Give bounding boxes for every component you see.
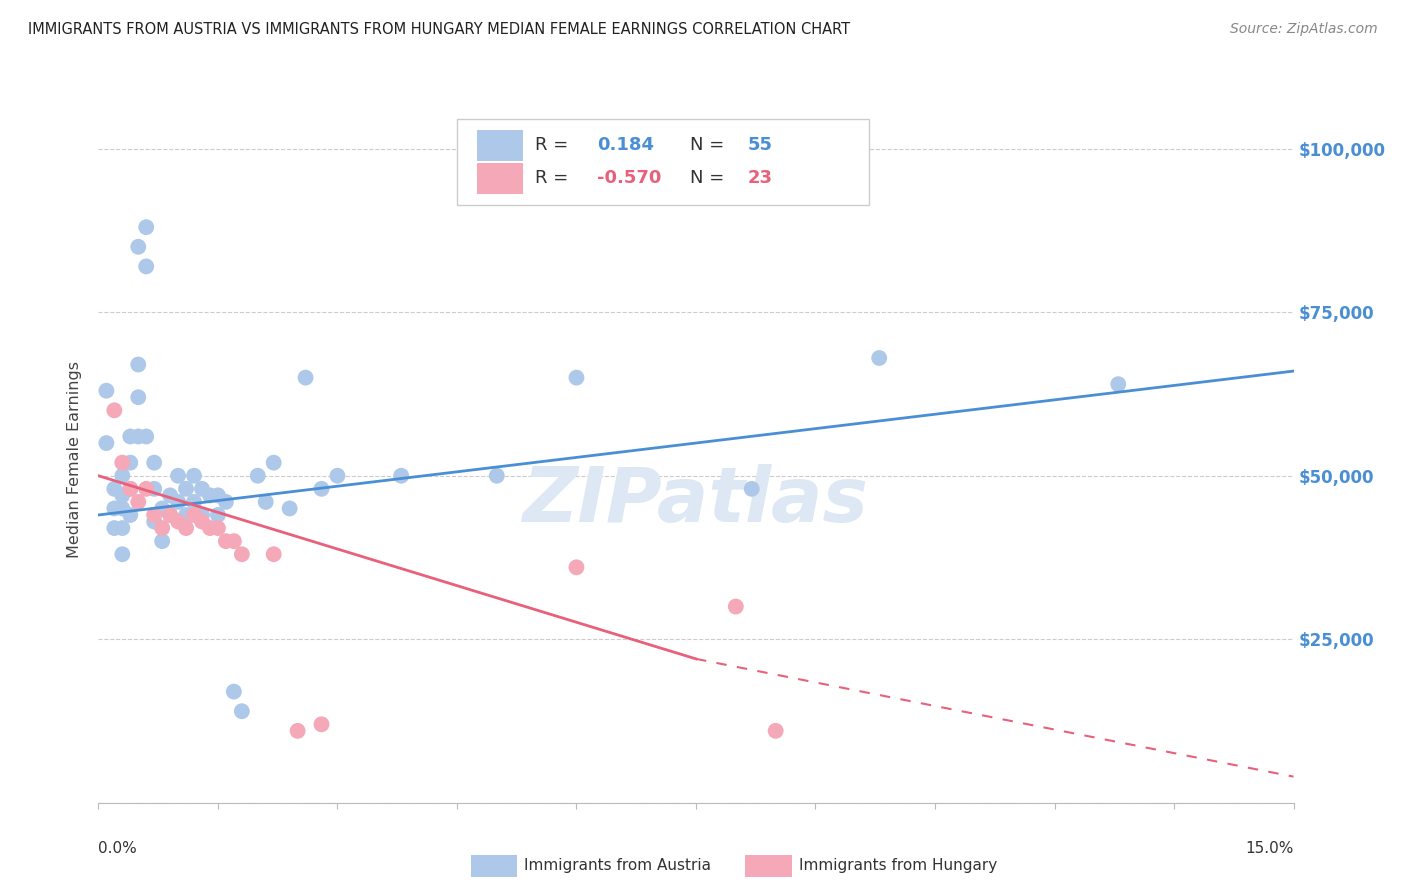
Point	[127, 390, 149, 404]
Point	[207, 521, 229, 535]
Point	[765, 723, 787, 738]
Text: 0.0%: 0.0%	[98, 840, 138, 855]
Point	[294, 370, 316, 384]
Point	[311, 482, 333, 496]
Text: 23: 23	[748, 169, 772, 187]
Text: -0.570: -0.570	[596, 169, 661, 187]
Point	[198, 521, 221, 535]
Text: 15.0%: 15.0%	[1246, 840, 1294, 855]
FancyBboxPatch shape	[477, 163, 523, 194]
Point	[222, 684, 245, 698]
Text: Immigrants from Hungary: Immigrants from Hungary	[799, 858, 997, 872]
Point	[326, 468, 349, 483]
Point	[191, 482, 214, 496]
Point	[278, 501, 301, 516]
Point	[111, 501, 134, 516]
Point	[127, 358, 149, 372]
Point	[127, 495, 149, 509]
Point	[311, 717, 333, 731]
Point	[565, 560, 588, 574]
Point	[96, 384, 118, 398]
FancyBboxPatch shape	[477, 130, 523, 161]
Point	[96, 436, 118, 450]
Text: N =: N =	[690, 169, 730, 187]
Point	[103, 501, 125, 516]
Point	[263, 547, 285, 561]
Point	[263, 456, 285, 470]
Point	[150, 521, 173, 535]
Point	[167, 468, 190, 483]
Point	[111, 547, 134, 561]
Point	[207, 488, 229, 502]
Point	[143, 508, 166, 522]
Point	[254, 495, 277, 509]
Text: 0.184: 0.184	[596, 136, 654, 154]
Text: R =: R =	[534, 169, 574, 187]
Point	[111, 456, 134, 470]
Point	[287, 723, 309, 738]
Text: R =: R =	[534, 136, 574, 154]
Point	[167, 515, 190, 529]
Text: 55: 55	[748, 136, 772, 154]
Point	[143, 482, 166, 496]
Point	[246, 468, 269, 483]
Point	[159, 508, 181, 522]
Point	[183, 508, 205, 522]
Point	[222, 534, 245, 549]
Point	[191, 515, 214, 529]
Point	[135, 429, 157, 443]
Point	[150, 501, 173, 516]
Point	[120, 482, 142, 496]
Point	[120, 456, 142, 470]
Point	[103, 521, 125, 535]
Point	[198, 488, 221, 502]
Point	[150, 534, 173, 549]
Point	[191, 508, 214, 522]
Point	[231, 704, 253, 718]
Point	[724, 599, 747, 614]
Point	[174, 521, 197, 535]
Point	[111, 488, 134, 502]
Point	[111, 468, 134, 483]
Point	[135, 260, 157, 274]
Y-axis label: Median Female Earnings: Median Female Earnings	[67, 361, 83, 558]
Point	[103, 482, 125, 496]
Point	[565, 370, 588, 384]
Point	[143, 456, 166, 470]
Point	[215, 534, 238, 549]
Text: Source: ZipAtlas.com: Source: ZipAtlas.com	[1230, 22, 1378, 37]
Text: ZIPatlas: ZIPatlas	[523, 464, 869, 538]
Point	[127, 429, 149, 443]
Point	[135, 220, 157, 235]
Point	[111, 521, 134, 535]
Point	[741, 482, 763, 496]
Text: Immigrants from Austria: Immigrants from Austria	[524, 858, 711, 872]
Point	[215, 495, 238, 509]
Text: IMMIGRANTS FROM AUSTRIA VS IMMIGRANTS FROM HUNGARY MEDIAN FEMALE EARNINGS CORREL: IMMIGRANTS FROM AUSTRIA VS IMMIGRANTS FR…	[28, 22, 851, 37]
Text: N =: N =	[690, 136, 730, 154]
Point	[103, 403, 125, 417]
Point	[174, 482, 197, 496]
Point	[143, 515, 166, 529]
Point	[120, 429, 142, 443]
Point	[868, 351, 890, 365]
Point	[159, 488, 181, 502]
Point	[120, 482, 142, 496]
Point	[159, 508, 181, 522]
FancyBboxPatch shape	[457, 120, 869, 205]
Point	[183, 468, 205, 483]
Point	[120, 508, 142, 522]
Point	[127, 240, 149, 254]
Point	[183, 495, 205, 509]
Point	[231, 547, 253, 561]
Point	[167, 495, 190, 509]
Point	[207, 508, 229, 522]
Point	[174, 508, 197, 522]
Point	[1107, 377, 1129, 392]
Point	[135, 482, 157, 496]
Point	[389, 468, 412, 483]
Point	[485, 468, 508, 483]
